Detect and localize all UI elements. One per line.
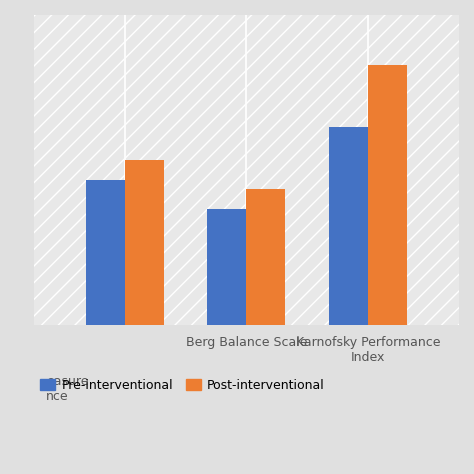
Bar [353, 247, 459, 325]
Bar [246, 247, 353, 325]
Bar [246, 15, 353, 92]
Bar [34, 247, 140, 325]
Bar [86, 181, 125, 325]
Bar [246, 92, 353, 170]
Bar [34, 170, 140, 247]
Bar [140, 15, 246, 92]
Bar [353, 15, 459, 92]
Bar [329, 127, 368, 325]
Bar [140, 92, 246, 170]
Bar [125, 160, 164, 325]
Legend: Pre-interventional, Post-interventional: Pre-interventional, Post-interventional [35, 374, 330, 397]
Bar [140, 170, 246, 247]
Text: easure
nce: easure nce [46, 375, 88, 403]
Bar [34, 92, 140, 170]
Bar [246, 170, 353, 247]
Bar [368, 64, 407, 325]
Bar [140, 247, 246, 325]
Bar [246, 189, 285, 325]
Bar [353, 170, 459, 247]
Bar [353, 92, 459, 170]
Bar [34, 15, 140, 92]
Bar [208, 210, 246, 325]
